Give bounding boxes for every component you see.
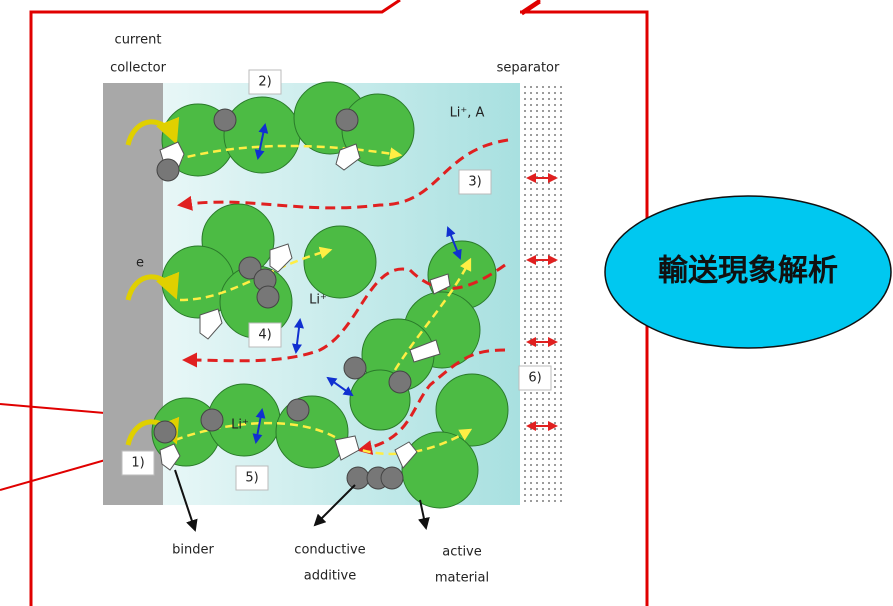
label: material <box>435 571 489 586</box>
labels: current collector separator Li⁺, A e Li⁺ Li⁺ bi… <box>110 33 560 586</box>
label: 2) <box>258 75 271 90</box>
step-box <box>121 450 155 476</box>
label: binder <box>172 543 214 558</box>
conductive-particle <box>213 108 237 132</box>
separator-arrows <box>526 173 558 431</box>
particle <box>303 225 377 299</box>
conductive-particle <box>256 285 280 309</box>
label: Li⁺ <box>309 293 327 308</box>
step-box <box>248 322 282 348</box>
label: 6) <box>528 371 541 386</box>
label: 3) <box>468 175 481 190</box>
step-box <box>248 69 282 95</box>
label: Li⁺, A <box>450 106 485 121</box>
label: current <box>115 33 162 48</box>
label: collector <box>110 61 167 76</box>
conductive-particle <box>346 466 370 490</box>
particle <box>275 395 349 469</box>
label: 5) <box>245 471 258 486</box>
conductive-particle <box>388 370 412 394</box>
pointer-arrows <box>174 469 430 532</box>
conductive-particle <box>156 158 180 182</box>
step-box <box>235 465 269 491</box>
label: Li⁺ <box>231 418 249 433</box>
callout-text: 輸送現象解析 <box>658 254 838 289</box>
label: additive <box>304 569 356 584</box>
label: separator <box>497 61 560 76</box>
conductive-particle <box>343 356 367 380</box>
callout: 輸送現象解析 <box>604 195 892 349</box>
conductive-particle <box>286 398 310 422</box>
step-box <box>518 365 552 391</box>
label: 4) <box>258 328 271 343</box>
conductive-particle <box>380 466 404 490</box>
conductive-particle <box>335 108 359 132</box>
conductive-particles <box>153 108 412 490</box>
blue-arrows <box>252 123 462 444</box>
label: active <box>442 545 482 560</box>
particle <box>435 373 509 447</box>
conductive-particle <box>200 408 224 432</box>
label: e <box>136 256 144 271</box>
label: 1) <box>131 456 144 471</box>
conductive-particle <box>238 256 262 280</box>
step-box <box>458 169 492 195</box>
ion-paths <box>177 138 509 455</box>
conductive-particle <box>153 420 177 444</box>
label: conductive <box>294 543 365 558</box>
